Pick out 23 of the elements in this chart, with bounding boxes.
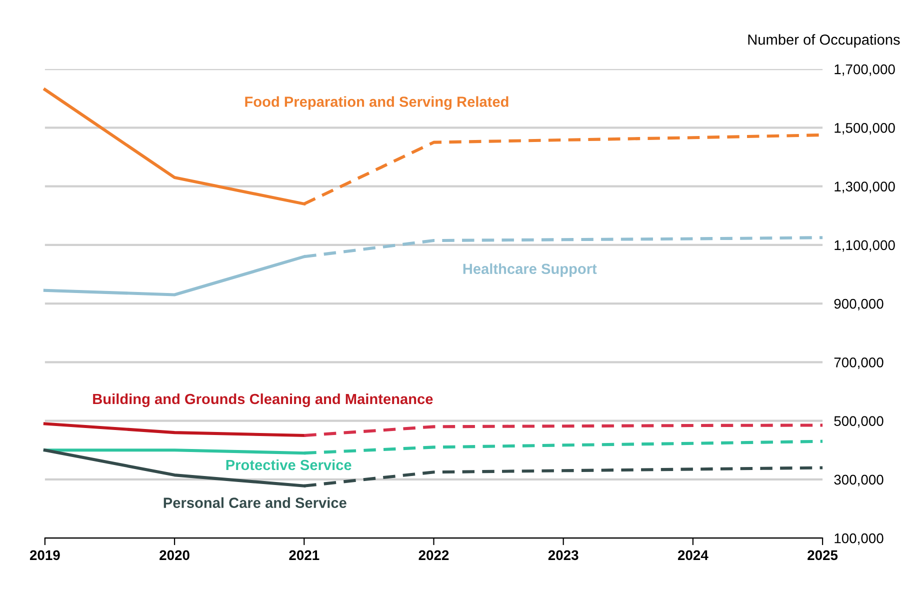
x-tick-label: 2020	[160, 550, 190, 560]
series-label: Protective Service	[226, 459, 352, 470]
text: Healthcare Support	[463, 263, 597, 277]
y-tick-label: 300,000	[834, 474, 884, 486]
y-tick-label: 700,000	[834, 358, 884, 369]
series-label: Building and Grounds Cleaning and Maintenance	[93, 393, 433, 408]
y-tick-label: 1,100,000	[834, 240, 895, 252]
y-tick-label: 900,000	[834, 298, 884, 310]
x-tick-label: 2025	[808, 550, 838, 560]
x-tick-label: 2019	[30, 550, 60, 560]
y-tick-label: 100,000	[834, 533, 884, 545]
x-tick-label: 2023	[548, 550, 578, 560]
y-tick-label: 1,700,000	[834, 64, 895, 76]
y-axis-title: Number of Occupations	[748, 34, 900, 48]
x-tick-label: 2024	[678, 550, 708, 560]
y-tick-label: 1,500,000	[834, 122, 895, 134]
x-tick-label: 2022	[418, 550, 449, 560]
y-tick-label: 500,000	[834, 416, 884, 428]
line-series	[302, 424, 824, 438]
y-tick-label: 1,300,000	[834, 182, 895, 194]
x-tick-label: 2021	[289, 550, 320, 560]
series-label: Personal Care and Service	[164, 497, 346, 508]
text: Food Preparation and Serving Related	[245, 96, 508, 110]
